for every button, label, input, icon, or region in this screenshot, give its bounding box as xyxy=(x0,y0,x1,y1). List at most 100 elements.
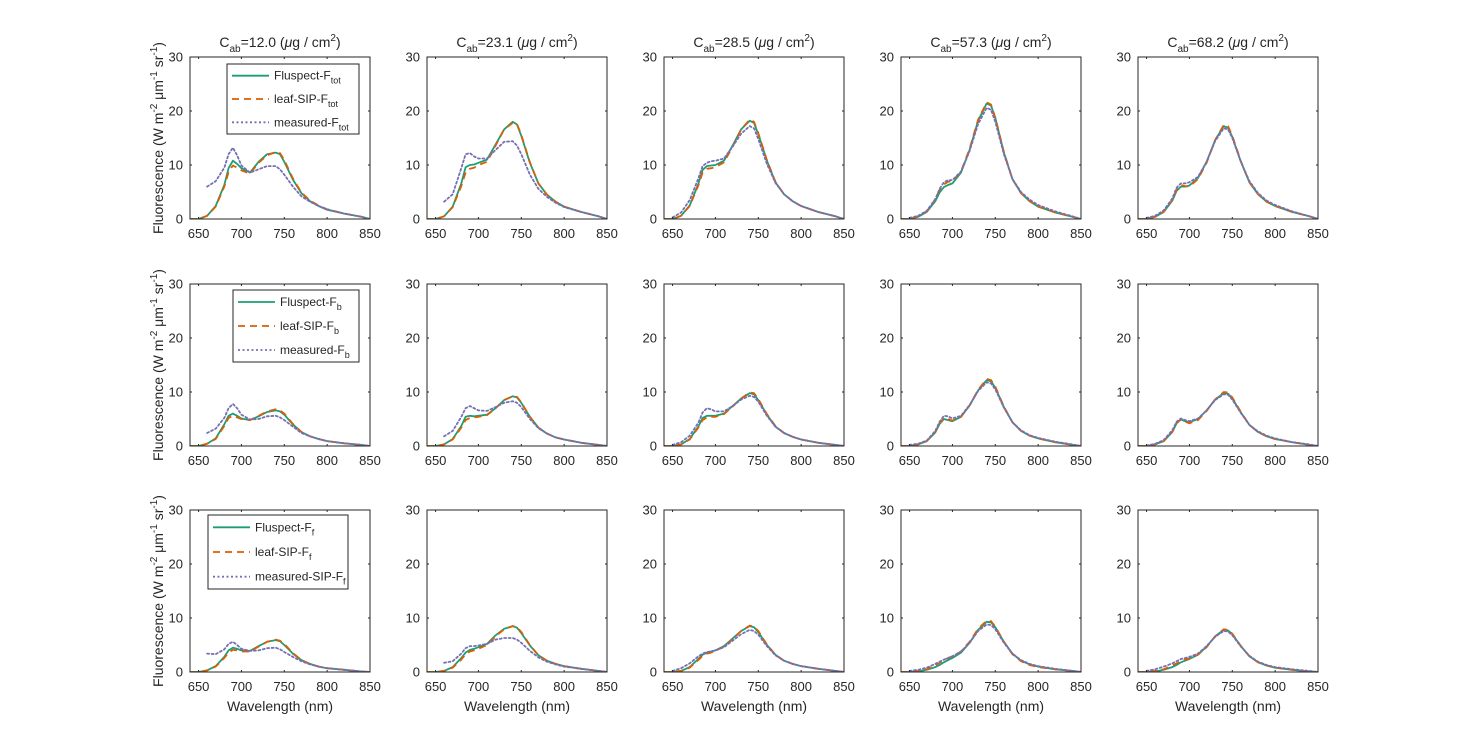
title-value: =12.0 ( xyxy=(241,34,285,50)
x-tick-label: 700 xyxy=(942,226,964,241)
x-tick-label: 650 xyxy=(662,679,684,694)
ylabel-sup: -2 xyxy=(149,556,160,565)
legend-label-subscript: f xyxy=(312,527,315,537)
leaf-sip-line xyxy=(901,101,1081,219)
y-tick-label: 30 xyxy=(880,277,894,292)
leaf-sip-line xyxy=(427,395,607,446)
x-tick-label: 650 xyxy=(662,226,684,241)
y-tick-label: 20 xyxy=(1117,331,1131,346)
x-tick-label: 750 xyxy=(510,453,532,468)
x-tick-label: 650 xyxy=(188,453,210,468)
ylabel-text: sr xyxy=(150,282,166,298)
leaf-sip-line xyxy=(664,391,844,446)
x-tick-label: 650 xyxy=(662,453,684,468)
panel-r1-c1: 650 700 750 800 850 0 10 20 30 Cab=12.0 (μg / cm2… xyxy=(149,33,381,241)
panel-r1-c4: 650 700 750 800 850 0 10 20 30 Cab=57.3 (μg / cm2… xyxy=(880,33,1092,241)
fluspect-line xyxy=(664,119,844,219)
title-mu: μ xyxy=(1232,34,1241,50)
legend-label: measured-Ftot xyxy=(274,115,349,132)
y-tick-label: 30 xyxy=(643,50,657,65)
axes-box xyxy=(663,56,845,220)
panel-r3-c1: 650 700 750 800 850 0 10 20 30 Wavelength (nm) Flu… xyxy=(149,495,381,714)
title-close: ) xyxy=(1284,34,1289,50)
x-tick-label: 650 xyxy=(899,453,921,468)
x-tick-label: 750 xyxy=(273,679,295,694)
measured-line xyxy=(1145,630,1318,672)
fluspect-line xyxy=(901,379,1081,446)
y-tick-label: 10 xyxy=(169,385,183,400)
x-tick-label: 650 xyxy=(188,226,210,241)
y-tick-label: 30 xyxy=(406,50,420,65)
x-tick-label: 800 xyxy=(553,453,575,468)
x-tick-label: 750 xyxy=(273,226,295,241)
legend-label: leaf-SIP-Fb xyxy=(280,319,339,336)
x-tick-label: 850 xyxy=(359,226,381,241)
legend-label-text: measured-SIP-F xyxy=(255,570,343,584)
y-tick-label: 0 xyxy=(413,212,420,227)
ylabel-text: ) xyxy=(150,42,166,47)
y-tick-label: 0 xyxy=(413,665,420,680)
title-value: =57.3 ( xyxy=(952,34,996,50)
x-tick-label: 750 xyxy=(273,453,295,468)
axes-box xyxy=(189,283,371,447)
y-tick-label: 30 xyxy=(643,503,657,518)
title-symbol: C xyxy=(930,34,940,50)
x-tick-label: 850 xyxy=(833,226,855,241)
ylabel-text: μm xyxy=(150,533,166,557)
legend-label-text: leaf-SIP-F xyxy=(280,319,334,333)
x-tick-label: 700 xyxy=(468,453,490,468)
legend-label-subscript: tot xyxy=(339,122,350,132)
y-tick-label: 30 xyxy=(880,503,894,518)
x-tick-label: 800 xyxy=(1027,453,1049,468)
x-tick-label: 650 xyxy=(425,679,447,694)
title-mu: μ xyxy=(284,34,293,50)
measured-line xyxy=(671,394,844,446)
title-symbol: C xyxy=(1167,34,1177,50)
x-tick-label: 850 xyxy=(1307,226,1329,241)
legend-label-text: leaf-SIP-F xyxy=(274,92,328,106)
y-tick-label: 0 xyxy=(413,439,420,454)
ylabel-sup: -1 xyxy=(149,273,160,282)
x-tick-label: 800 xyxy=(790,453,812,468)
x-tick-label: 650 xyxy=(899,226,921,241)
y-axis-label: Fluorescence (W m-2 μm-1 sr-1) xyxy=(149,495,166,687)
x-tick-label: 750 xyxy=(984,226,1006,241)
axes-box xyxy=(1137,509,1319,673)
measured-line xyxy=(908,106,1081,219)
title-value: =23.1 ( xyxy=(478,34,522,50)
leaf-sip-line xyxy=(190,151,370,219)
axes-box xyxy=(426,283,608,447)
y-tick-label: 20 xyxy=(169,557,183,572)
x-axis-label: Wavelength (nm) xyxy=(938,698,1044,714)
panel-r3-c3: 650 700 750 800 850 0 10 20 30 Wavelength (nm) xyxy=(643,503,855,715)
title-subscript: ab xyxy=(1177,44,1189,55)
measured-line xyxy=(206,403,370,446)
x-tick-label: 700 xyxy=(468,226,490,241)
ylabel-text: ) xyxy=(150,269,166,274)
title-unit: g / cm xyxy=(292,34,330,50)
x-tick-label: 850 xyxy=(1307,453,1329,468)
legend-label: measured-Fb xyxy=(280,343,350,360)
y-tick-label: 0 xyxy=(887,665,894,680)
y-tick-label: 30 xyxy=(406,277,420,292)
x-tick-label: 800 xyxy=(790,679,812,694)
title-superscript: 2 xyxy=(804,33,810,44)
ylabel-text: Fluorescence (W m xyxy=(150,340,166,461)
x-tick-label: 850 xyxy=(833,679,855,694)
y-tick-label: 20 xyxy=(1117,557,1131,572)
x-tick-label: 700 xyxy=(468,679,490,694)
legend-label: Fluspect-Fb xyxy=(280,295,342,312)
y-tick-label: 30 xyxy=(169,503,183,518)
ylabel-sup: -1 xyxy=(149,71,160,80)
x-tick-label: 850 xyxy=(1070,453,1092,468)
x-tick-label: 750 xyxy=(1221,226,1243,241)
x-tick-label: 800 xyxy=(553,226,575,241)
panel-r3-c5: 650 700 750 800 850 0 10 20 30 Wavelength (nm) xyxy=(1117,503,1329,715)
legend-label-text: measured-F xyxy=(280,343,345,357)
x-tick-label: 700 xyxy=(705,679,727,694)
y-tick-label: 0 xyxy=(650,212,657,227)
title-unit: g / cm xyxy=(1003,34,1041,50)
measured-line xyxy=(908,381,1081,446)
